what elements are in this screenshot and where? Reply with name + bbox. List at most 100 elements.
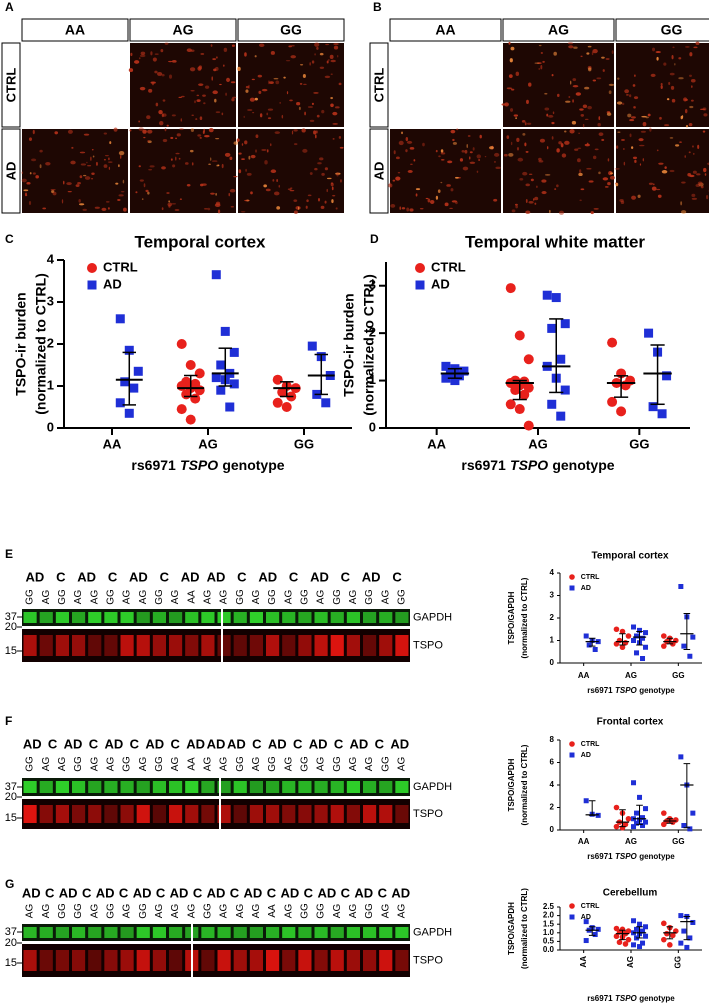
group-label: AD <box>105 736 124 751</box>
micrograph-texture <box>634 159 637 163</box>
tspo-band <box>330 950 344 971</box>
micrograph-texture <box>307 106 313 108</box>
point-marker <box>613 933 620 940</box>
legend-label: AD <box>581 752 591 759</box>
micrograph-texture <box>696 173 701 176</box>
point-marker <box>637 627 643 633</box>
micrograph <box>503 43 614 127</box>
point-marker <box>129 383 139 393</box>
y-tick-label: 1.5 <box>543 919 555 928</box>
micrograph-texture <box>484 155 487 158</box>
micrograph-texture <box>684 155 686 158</box>
y-tick-label: 1 <box>47 377 54 392</box>
micrograph-texture <box>63 180 65 185</box>
micrograph-texture <box>238 169 242 174</box>
micrograph-texture <box>617 77 620 80</box>
micrograph-texture <box>115 182 119 185</box>
micrograph-texture <box>669 169 675 173</box>
gapdh-band <box>23 612 37 623</box>
micrograph-texture <box>691 197 698 200</box>
micrograph-texture <box>240 211 246 213</box>
micrograph-texture <box>625 94 629 96</box>
micrograph-texture <box>272 178 275 182</box>
micrograph-texture <box>615 182 619 187</box>
micrograph-texture <box>198 83 204 87</box>
panel-letter: G <box>5 877 14 891</box>
micrograph-texture <box>695 41 700 46</box>
tspo-band <box>346 635 360 656</box>
micrograph-texture <box>607 181 611 186</box>
lane-label: AG <box>364 757 375 772</box>
micrograph-texture <box>147 140 150 142</box>
micrograph-texture <box>409 208 414 212</box>
tspo-band <box>201 635 215 656</box>
point-marker <box>133 366 143 376</box>
micrograph-texture <box>633 106 636 109</box>
y-axis-label: TSPO/GAPDH <box>507 591 516 644</box>
micrograph-texture <box>79 151 86 154</box>
group-label: AD <box>64 736 83 751</box>
micrograph-texture <box>179 198 182 200</box>
legend-marker <box>569 752 575 758</box>
micrograph-texture <box>231 97 235 102</box>
tspo-band <box>185 805 199 823</box>
micrograph-texture <box>549 209 551 214</box>
micrograph-texture <box>52 191 57 196</box>
micrograph-texture <box>194 100 196 104</box>
point-marker <box>556 354 566 364</box>
point-marker <box>583 798 589 804</box>
micrograph-texture <box>223 64 225 67</box>
gapdh-band <box>249 612 263 623</box>
micrograph-texture <box>246 172 252 176</box>
micrograph-texture <box>208 163 211 166</box>
gapdh-band <box>55 612 69 623</box>
micrograph-texture <box>617 131 621 133</box>
point-marker <box>211 270 221 280</box>
row-label-box <box>369 128 389 214</box>
micrograph-texture <box>26 181 31 185</box>
micrograph-texture <box>226 77 231 83</box>
micrograph-texture <box>91 172 95 175</box>
tspo-band <box>266 805 280 823</box>
micrograph-texture <box>334 106 340 109</box>
micrograph-texture <box>388 183 393 188</box>
point-marker <box>194 368 205 379</box>
point-marker <box>124 408 134 418</box>
legend-marker <box>569 585 575 591</box>
micrograph-texture <box>689 52 693 57</box>
micrograph-texture <box>225 92 227 96</box>
lane-label: AG <box>89 904 100 919</box>
micrograph-texture <box>160 49 164 53</box>
group-label: C <box>108 569 118 584</box>
micrograph-texture <box>246 199 250 202</box>
micrograph-texture <box>327 59 330 61</box>
point-marker <box>631 624 637 630</box>
micrograph-texture <box>401 131 403 135</box>
gapdh-band <box>72 781 86 793</box>
micrograph-texture <box>101 207 107 212</box>
legend-marker <box>569 914 575 920</box>
micrograph-texture <box>195 118 198 120</box>
micrograph-texture <box>525 198 528 203</box>
column-header-box <box>389 18 502 42</box>
micrograph-texture <box>685 125 689 128</box>
micrograph-texture <box>90 156 92 161</box>
tspo-band <box>23 950 37 971</box>
micrograph-texture <box>332 123 338 125</box>
y-axis-label: TSPO-ir burden <box>341 293 357 396</box>
point-marker <box>637 794 643 800</box>
x-tick-label: GG <box>672 837 684 846</box>
micrograph-texture <box>189 149 194 153</box>
group-label: AD <box>96 885 115 900</box>
micrograph-texture <box>580 55 583 58</box>
micrograph-texture <box>171 114 176 117</box>
micrograph-texture <box>552 111 555 115</box>
group-label: C <box>237 569 247 584</box>
micrograph-texture <box>564 130 567 133</box>
micrograph-texture <box>166 124 169 127</box>
micrograph-texture <box>516 137 520 142</box>
micrograph-texture <box>629 133 632 138</box>
micrograph-texture <box>259 113 263 118</box>
group-label: C <box>293 736 303 751</box>
y-axis-label: (normalized to CTRL) <box>520 577 529 658</box>
